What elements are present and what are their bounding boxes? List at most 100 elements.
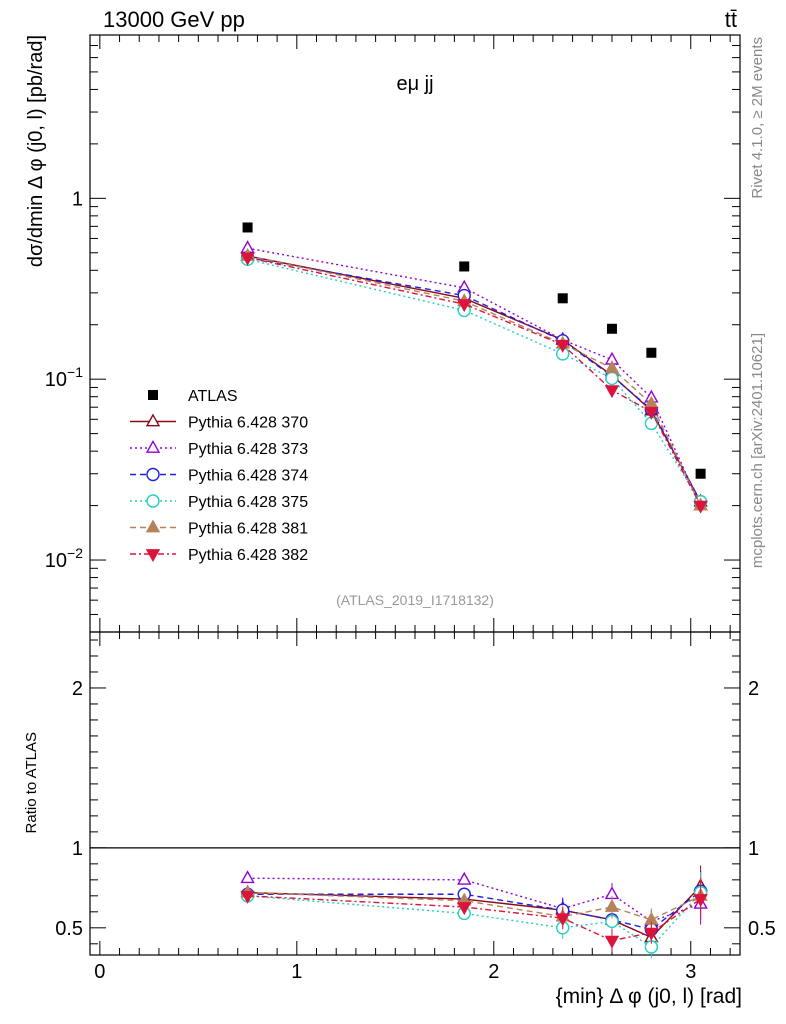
process-label: tt̄ [725,7,737,32]
legend-item: Pythia 6.428 382 [130,547,308,564]
series-point [605,371,619,386]
data-point [242,222,253,233]
ratio-line [247,892,702,948]
ratio-point [240,870,255,884]
data-series-atlas [242,222,706,479]
ratio-layer [240,865,708,959]
ratio-line [247,885,702,939]
ratio-line [247,891,701,921]
rivet-label: Rivet 4.1.0, ≥ 2M events [749,37,766,199]
series-4 [240,252,708,509]
x-tick-label: 2 [488,961,499,983]
legend-item: ATLAS [148,388,238,405]
legend-label: Pythia 6.428 373 [188,441,308,458]
series-layer [240,222,708,514]
series-1 [240,247,708,507]
ratio-plot-frame [89,631,741,956]
legend-marker [148,390,158,400]
legend-label: Pythia 6.428 370 [188,415,308,432]
data-point [459,261,470,272]
ratio-point [604,935,620,949]
y-tick-base: 10 [45,369,67,391]
series-line [247,247,702,506]
legend-marker [146,467,160,482]
y-tick-label-ratio-right: 1 [748,838,759,860]
x-tick-label: 0 [94,961,105,983]
y-tick-label-ratio: 1 [72,838,83,860]
series-point [457,299,472,313]
ratio-series-3 [240,870,708,941]
legend-marker [145,439,161,453]
series-point [604,360,620,374]
legend-marker [145,413,161,427]
ratio-series-5 [240,875,708,932]
legend-marker [145,549,161,563]
legend-marker [146,494,160,508]
series-point [693,500,708,514]
series-2 [240,240,708,511]
analysis-id-label: (ATLAS_2019_I1718132) [336,592,494,608]
y-tick-label-ratio: 0.5 [55,918,83,940]
ratio-line [247,895,702,942]
legend-label: Pythia 6.428 382 [188,547,308,564]
legend: ATLAS Pythia 6.428 370 Pythia 6.428 373 Pyt… [130,388,308,564]
series-5 [240,247,708,511]
ratio-series-2 [240,870,708,933]
ratio-series-6 [240,878,708,952]
y-tick-label-ratio-right: 2 [748,678,759,700]
series-6 [240,252,708,514]
ratio-point [555,913,570,927]
legend-item: Pythia 6.428 370 [130,413,308,432]
y-tick-base: 10 [45,550,67,572]
y-tick-label-main: 1 [72,188,83,210]
legend-marker [145,519,161,533]
energy-label: 13000 GeV pp [103,7,245,32]
mcplots-label: mcplots.cern.ch [arXiv:2401.10621] [749,333,766,568]
main-axis-ticks: 110−110−2 [45,34,740,633]
series-point [555,339,570,353]
y-axis-title-main-text: dσ/dmin Δ φ (j0, l) [pb/rad] [25,35,47,267]
data-point [557,293,568,304]
series-line [247,255,702,503]
y-tick-label-ratio: 2 [72,678,83,700]
y-axis-title-main: dσ/dmin Δ φ (j0, l) [pb/rad] [25,35,47,267]
legend-item: Pythia 6.428 373 [130,439,308,458]
ratio-point [240,890,255,904]
y-tick-exponent: −2 [67,545,83,561]
data-point [695,468,706,479]
legend-item: Pythia 6.428 375 [130,494,308,511]
y-tick-exponent: −1 [67,364,83,380]
legend-label: Pythia 6.428 374 [188,468,308,485]
legend-label: ATLAS [188,388,238,405]
legend-item: Pythia 6.428 374 [130,468,308,485]
y-tick-label-main: 10−1 [45,364,83,391]
ratio-point [693,894,708,908]
series-line [247,255,702,506]
series-point [240,252,255,266]
series-point [604,385,620,399]
x-tick-label: 1 [291,961,302,983]
ratio-axis-ticks: 0 1 2 3 0.5 0.5 1 1 2 2 [55,632,776,983]
main-plot-frame [89,34,741,633]
x-axis-title: {min} Δ φ (j0, l) [rad] [556,985,742,1008]
legend-label: Pythia 6.428 381 [188,521,308,538]
y-axis-title-ratio: Ratio to ATLAS [23,732,40,833]
ratio-point [457,871,472,885]
data-point [646,347,657,358]
y-tick-label-ratio-right: 0.5 [748,918,776,940]
legend-item: Pythia 6.428 381 [130,519,308,538]
legend-label: Pythia 6.428 375 [188,494,308,511]
series-3 [240,250,708,509]
channel-label: eμ jj [396,73,433,95]
ratio-point [604,898,620,912]
x-tick-label: 3 [685,961,696,983]
series-line [247,258,702,503]
ratio-point [457,902,472,916]
series-point [644,406,659,420]
data-point [606,323,617,334]
series-line [247,256,702,503]
ratio-line [247,877,701,923]
ratio-line [247,890,702,931]
y-tick-label-main: 10−2 [45,545,83,572]
